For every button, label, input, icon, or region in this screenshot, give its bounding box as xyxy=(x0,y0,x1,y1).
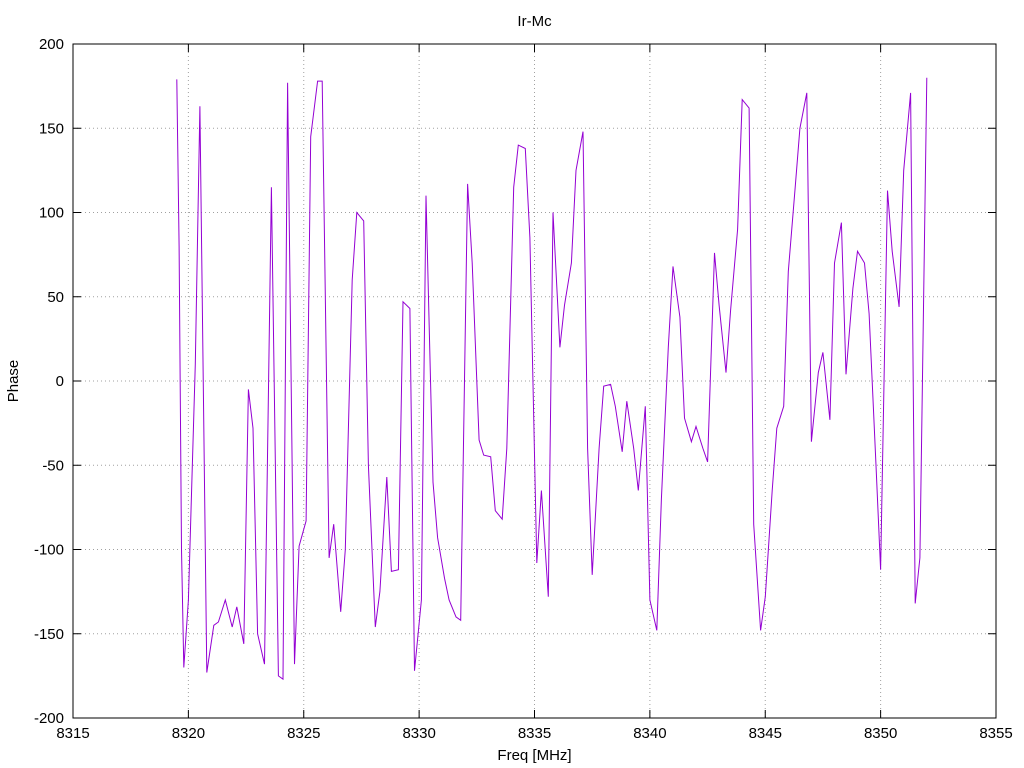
x-tick-label: 8340 xyxy=(633,725,666,742)
x-tick-label: 8315 xyxy=(56,725,89,742)
y-tick-label: -150 xyxy=(34,626,64,643)
chart-title: Ir-Mc xyxy=(517,13,552,30)
x-tick-label: 8330 xyxy=(402,725,435,742)
series-layer xyxy=(176,77,928,681)
grid xyxy=(73,44,996,718)
x-tick-label: 8345 xyxy=(749,725,782,742)
x-tick-label: 8335 xyxy=(518,725,551,742)
plot-frame xyxy=(72,43,997,719)
tick-labels: 8315 8320 8325 8330 8335 8340 8345 8350 8355 -200… xyxy=(34,36,1013,742)
y-tick-label: -200 xyxy=(34,710,64,727)
y-tick-label: -50 xyxy=(42,457,64,474)
y-tick-label: 100 xyxy=(39,205,64,222)
y-tick-label: 200 xyxy=(39,36,64,53)
x-tick-label: 8355 xyxy=(979,725,1012,742)
phase-series-line xyxy=(176,77,928,681)
x-tick-label: 8320 xyxy=(172,725,205,742)
y-tick-label: 150 xyxy=(39,120,64,137)
y-tick-label: -100 xyxy=(34,542,64,559)
y-tick-label: 50 xyxy=(47,289,64,306)
x-axis-label: Freq [MHz] xyxy=(497,747,571,764)
y-tick-label: 0 xyxy=(56,373,64,390)
x-tick-label: 8325 xyxy=(287,725,320,742)
y-axis-label: Phase xyxy=(5,360,22,403)
x-tick-label: 8350 xyxy=(864,725,897,742)
